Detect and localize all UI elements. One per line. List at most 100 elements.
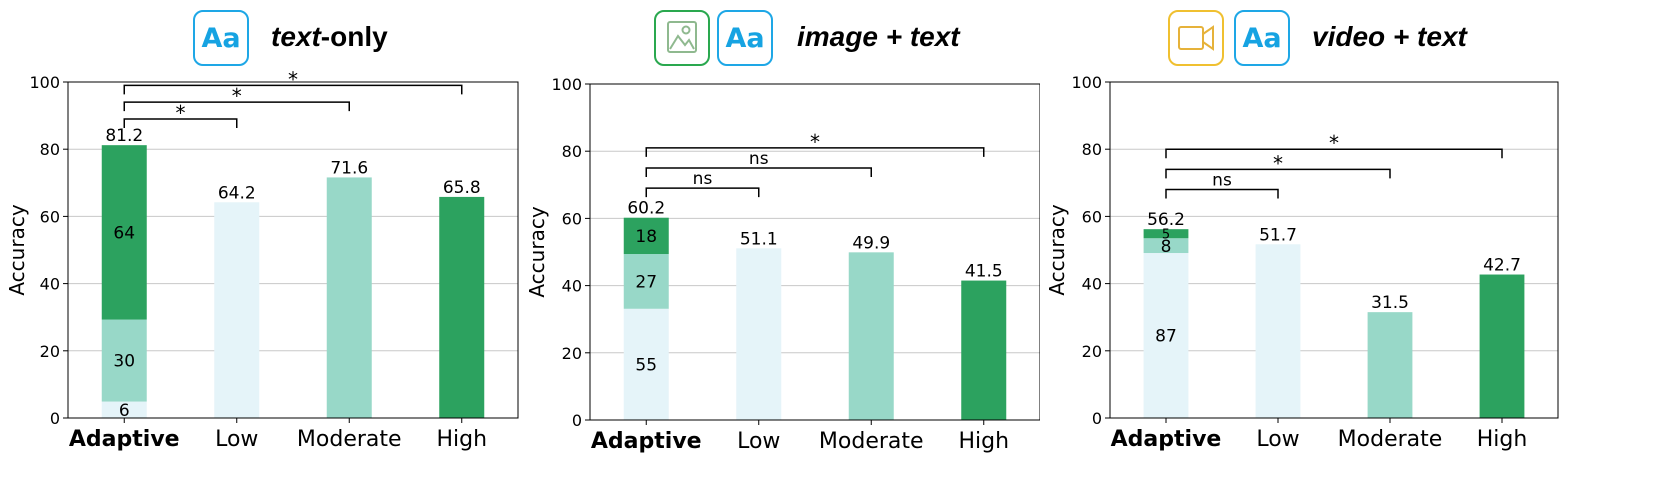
panel-video-text: Aa video + text 0 20 40 60 80 100 87 8 5 56.2 51.7… [1040, 0, 1560, 486]
text-aa-icon: Aa [1234, 10, 1290, 66]
video-icon [1168, 10, 1224, 66]
bar-total-label: 71.6 [330, 158, 368, 178]
y-tick-label: 80 [1082, 140, 1102, 159]
x-tick-label: High [436, 427, 487, 452]
bar-segment-medium [101, 319, 147, 402]
bar-segment-dark [439, 196, 485, 418]
panel-title: video + text [1312, 21, 1467, 53]
segment-label: 5 [1162, 227, 1170, 242]
significance-label: * [232, 84, 242, 108]
bar-total-label: 65.8 [443, 178, 481, 198]
segment-label: 8 [1161, 237, 1172, 257]
segment-label: 27 [635, 273, 657, 293]
significance-bracket [1165, 188, 1279, 199]
panel-title: text-only [271, 21, 388, 53]
segment-label: 64 [113, 223, 135, 243]
y-axis-label: Accuracy [5, 204, 29, 295]
significance-bracket [1165, 168, 1391, 179]
text-aa-icon: Aa [193, 10, 249, 66]
panel-title-rest: -only [320, 21, 388, 52]
y-axis-label: Accuracy [525, 206, 549, 297]
y-tick-label: 40 [40, 275, 60, 294]
y-tick-label: 100 [551, 75, 582, 94]
y-tick-label: 60 [40, 207, 60, 226]
bar-total-label: 42.7 [1483, 256, 1521, 276]
significance-bracket [645, 167, 872, 177]
bar-total-label: 81.2 [105, 126, 143, 146]
y-tick-label: 20 [40, 342, 60, 361]
significance-label: * [1273, 151, 1283, 175]
significance-bracket [1165, 148, 1503, 159]
significance-label: * [1329, 131, 1339, 155]
x-tick-label: Adaptive [69, 427, 180, 452]
y-tick-label: 0 [50, 409, 60, 428]
bar-segment-light [736, 248, 782, 420]
panel-image-text: Aa image + text 0 20 40 60 80 100 55 27 18 60.2 51… [520, 0, 1040, 486]
x-tick-label: Low [1256, 427, 1299, 452]
axes-frame [589, 83, 1040, 421]
panel-title-italic: image + text [797, 21, 960, 52]
bar-total-label: 60.2 [627, 199, 665, 219]
y-tick-label: 20 [1082, 342, 1102, 361]
x-tick-label: Moderate [297, 427, 402, 452]
panel-text-only: Aa text-only 0 20 40 60 80 100 6 30 64 81.2 64.2 71… [0, 0, 520, 486]
y-tick-label: 100 [1071, 73, 1102, 92]
axes-frame [67, 81, 519, 419]
bar-segment-dark [961, 280, 1007, 420]
image-icon [654, 10, 710, 66]
bar-total-label: 31.5 [1371, 293, 1409, 313]
x-tick-label: Adaptive [591, 429, 702, 454]
x-tick-label: Adaptive [1111, 427, 1222, 452]
segment-label: 55 [635, 356, 657, 376]
bar-segment-medium [1143, 238, 1189, 254]
y-tick-label: 0 [1092, 409, 1102, 428]
bar-segment-light [1255, 244, 1301, 418]
text-aa-icon: Aa [717, 10, 773, 66]
bar-segment-medium [623, 254, 669, 309]
bar-segment-dark [1479, 274, 1525, 418]
significance-bracket [123, 101, 350, 112]
bar-segment-dark [101, 145, 147, 320]
significance-bracket [645, 187, 760, 198]
x-tick-label: Moderate [1338, 427, 1443, 452]
y-tick-label: 80 [562, 142, 582, 161]
bar-segment-light [623, 308, 669, 420]
x-tick-label: Moderate [819, 429, 924, 454]
bar-segment-medium [848, 252, 894, 420]
significance-label: ns [1212, 171, 1232, 191]
y-axis-label: Accuracy [1045, 204, 1069, 295]
y-tick-label: 60 [1082, 207, 1102, 226]
panel-header: Aa image + text [520, 8, 1040, 72]
significance-bracket [123, 118, 238, 128]
significance-bracket [645, 147, 985, 157]
x-tick-label: Low [737, 429, 780, 454]
segment-label: 18 [635, 227, 657, 247]
segment-label: 30 [113, 352, 135, 372]
bar-total-label: 41.5 [965, 262, 1003, 282]
bar-segment-dark [1143, 229, 1189, 239]
bar-segment-light [101, 401, 147, 418]
bar-segment-medium [326, 177, 372, 418]
x-tick-label: Low [215, 427, 258, 452]
panel-title: image + text [797, 21, 960, 53]
panel-header: Aa video + text [1040, 8, 1560, 72]
y-tick-label: 20 [562, 344, 582, 363]
axes-frame [1109, 81, 1559, 419]
bar-total-label: 51.1 [740, 229, 778, 249]
bar-total-label: 64.2 [218, 183, 256, 203]
bar-total-label: 51.7 [1259, 225, 1297, 245]
y-tick-label: 80 [40, 140, 60, 159]
segment-label: 6 [119, 401, 130, 421]
bar-total-label: 56.2 [1147, 210, 1185, 230]
x-tick-label: High [1477, 427, 1528, 452]
significance-bracket [123, 84, 463, 95]
y-tick-label: 40 [1082, 275, 1102, 294]
significance-label: * [810, 130, 820, 154]
panel-header: Aa text-only [0, 8, 520, 72]
y-tick-label: 0 [572, 411, 582, 430]
bar-total-label: 49.9 [852, 233, 890, 253]
panel-title-italic: text [271, 21, 321, 52]
significance-label: ns [749, 149, 769, 169]
y-tick-label: 100 [29, 73, 60, 92]
